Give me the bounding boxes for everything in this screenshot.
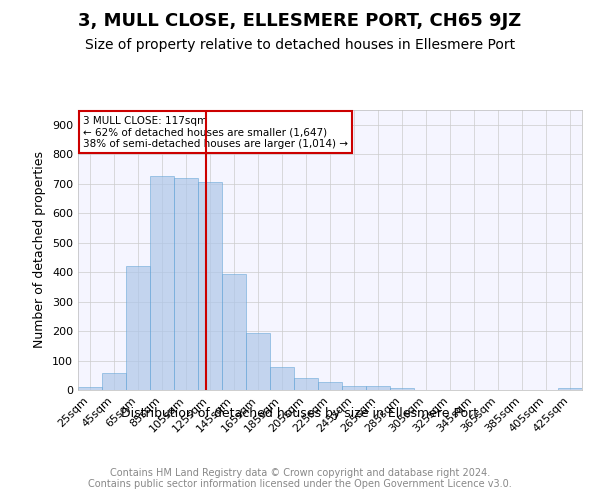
Text: Distribution of detached houses by size in Ellesmere Port: Distribution of detached houses by size … bbox=[121, 408, 479, 420]
Bar bbox=[294, 378, 318, 390]
Text: 3, MULL CLOSE, ELLESMERE PORT, CH65 9JZ: 3, MULL CLOSE, ELLESMERE PORT, CH65 9JZ bbox=[79, 12, 521, 30]
Bar bbox=[390, 388, 414, 390]
Bar bbox=[78, 387, 102, 390]
Bar bbox=[558, 388, 582, 390]
Bar bbox=[126, 266, 150, 390]
Bar bbox=[102, 373, 126, 390]
Bar bbox=[342, 386, 366, 390]
Text: Size of property relative to detached houses in Ellesmere Port: Size of property relative to detached ho… bbox=[85, 38, 515, 52]
Y-axis label: Number of detached properties: Number of detached properties bbox=[34, 152, 46, 348]
Bar bbox=[246, 332, 270, 390]
Bar bbox=[150, 176, 174, 390]
Bar bbox=[222, 274, 246, 390]
Text: 3 MULL CLOSE: 117sqm
← 62% of detached houses are smaller (1,647)
38% of semi-de: 3 MULL CLOSE: 117sqm ← 62% of detached h… bbox=[83, 116, 348, 149]
Bar bbox=[270, 368, 294, 390]
Bar bbox=[198, 182, 222, 390]
Text: Contains HM Land Registry data © Crown copyright and database right 2024.
Contai: Contains HM Land Registry data © Crown c… bbox=[88, 468, 512, 489]
Bar bbox=[318, 382, 342, 390]
Bar bbox=[174, 178, 198, 390]
Bar bbox=[366, 386, 390, 390]
